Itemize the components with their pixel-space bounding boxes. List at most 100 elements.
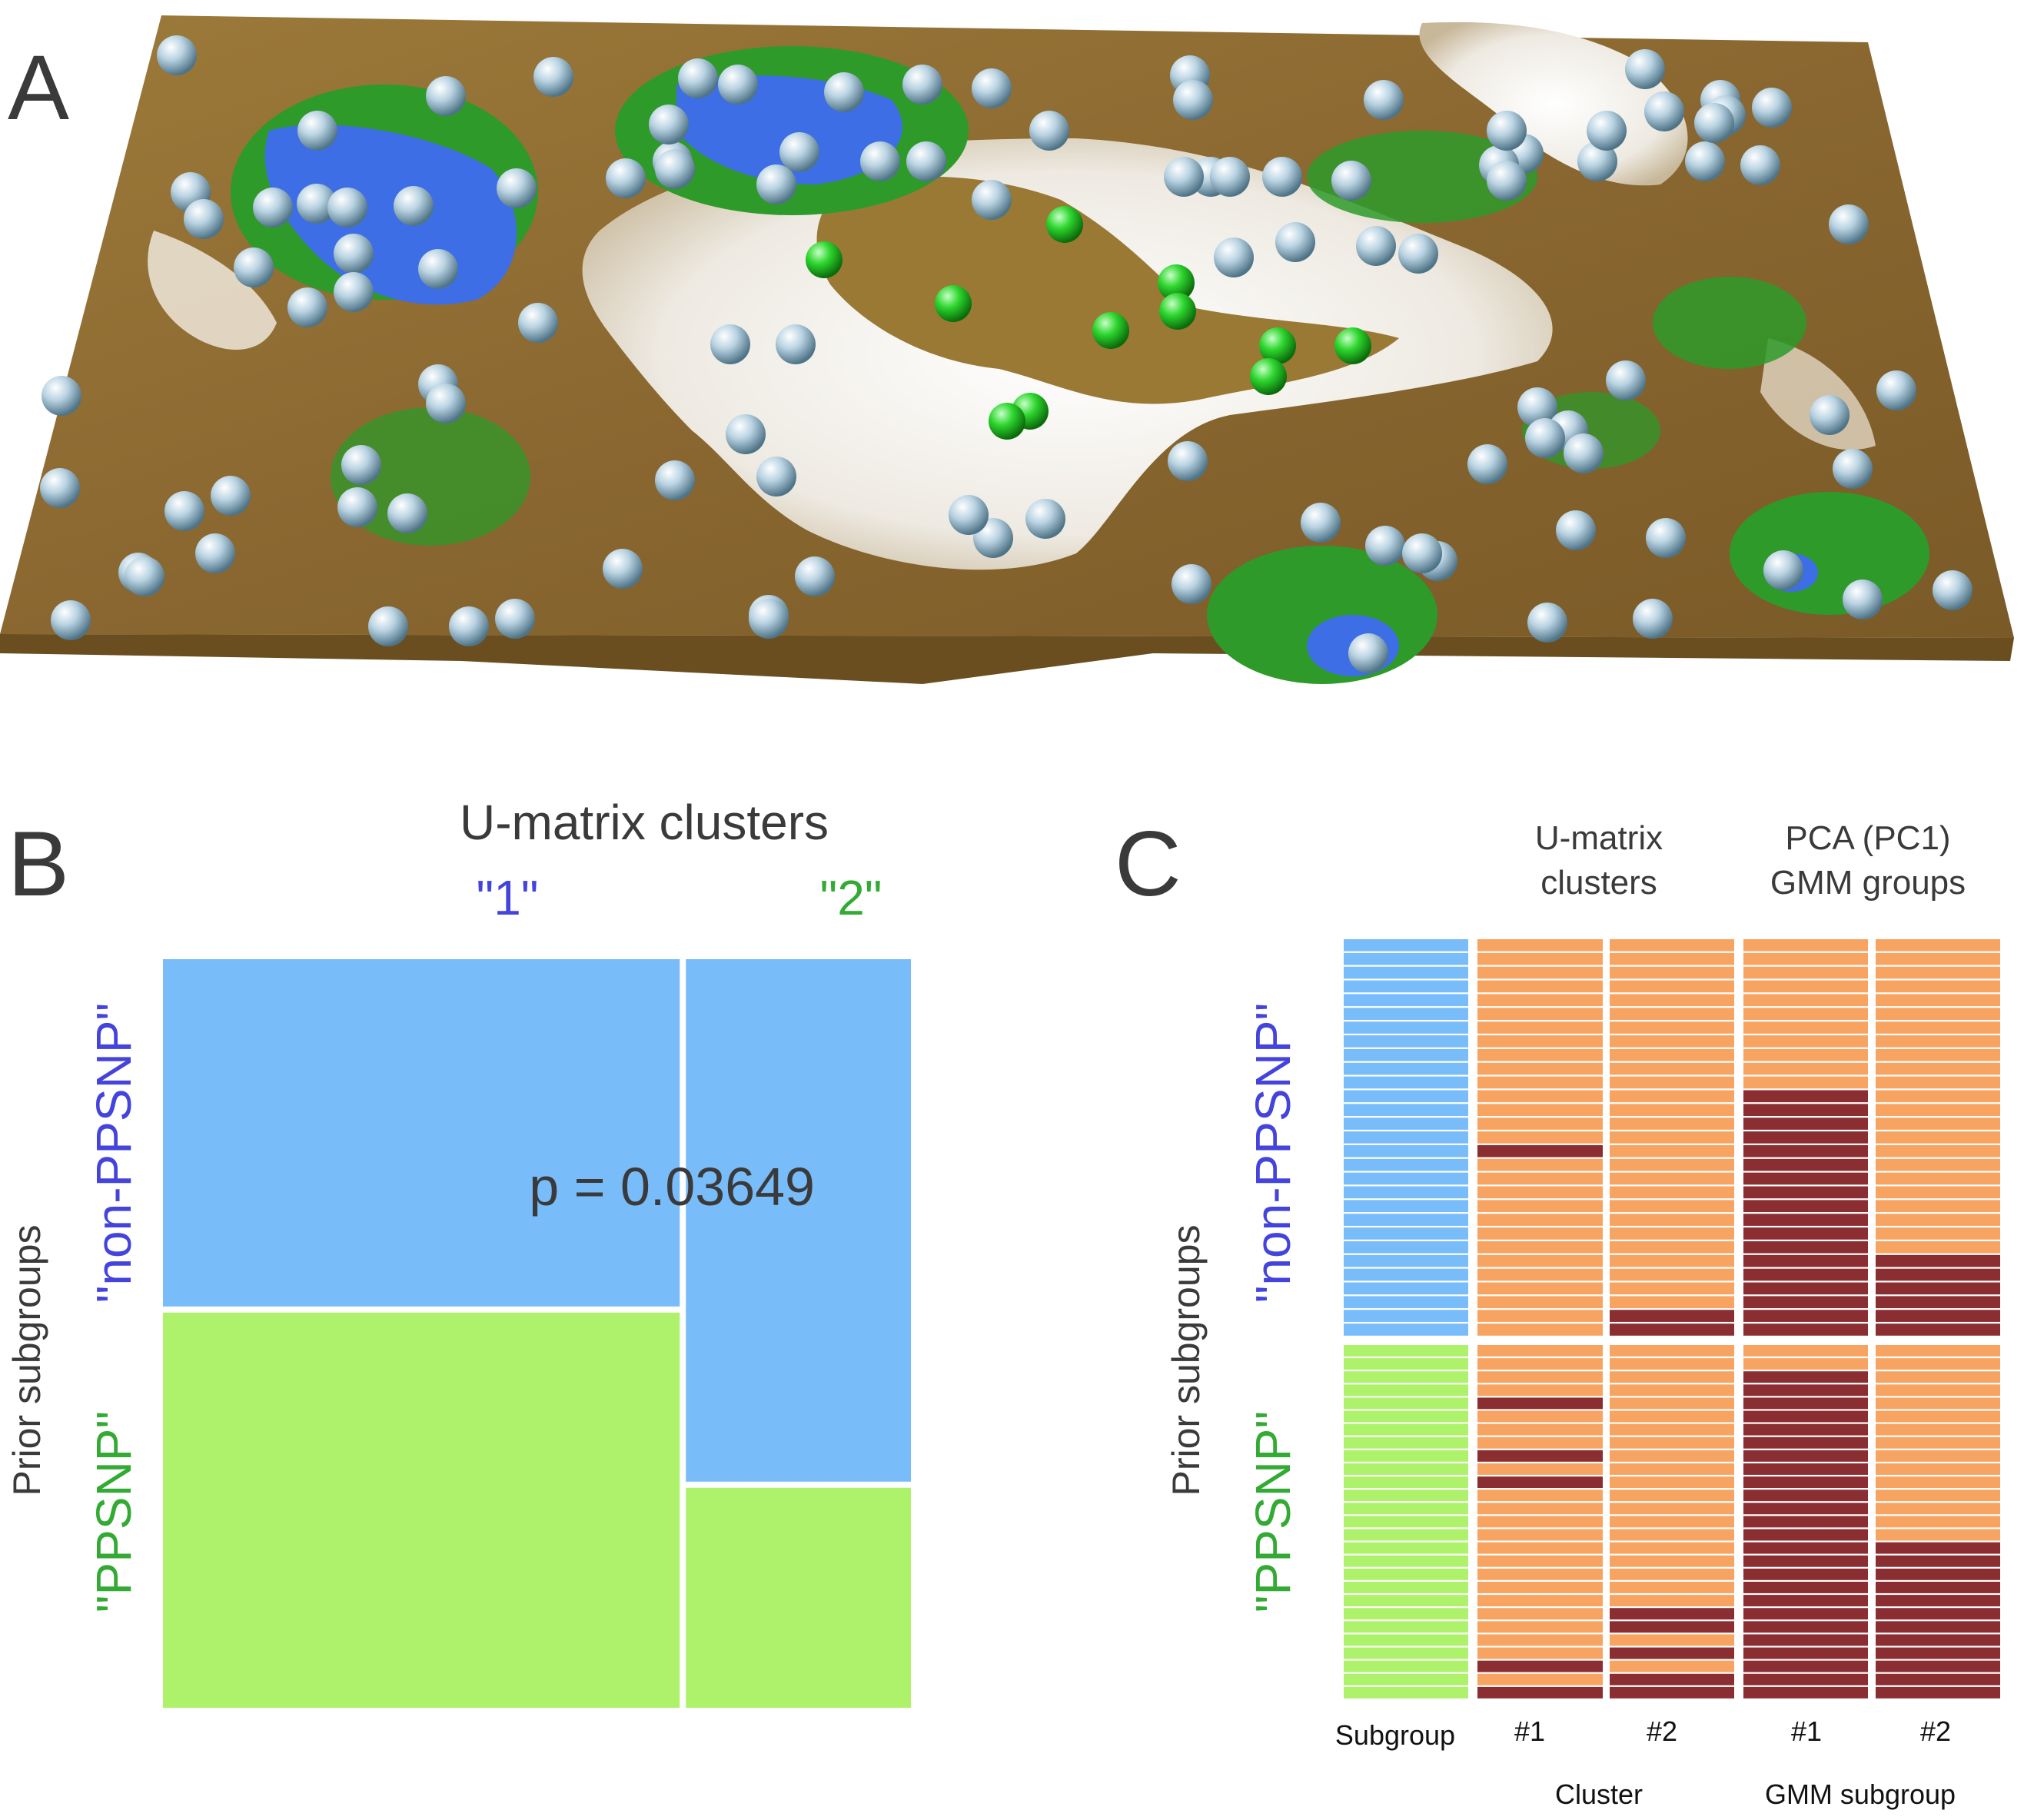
heat-cell-cluster2 bbox=[1610, 980, 1734, 993]
grey-sphere bbox=[497, 168, 537, 208]
heat-cell-gmm2 bbox=[1876, 1490, 2000, 1502]
heat-cell-cluster1 bbox=[1477, 1090, 1603, 1103]
grey-sphere bbox=[710, 324, 750, 364]
heat-cell-gmm1 bbox=[1743, 1062, 1868, 1075]
heat-cell-cluster1 bbox=[1477, 1608, 1603, 1620]
heat-cell-gmm2 bbox=[1876, 1035, 2000, 1048]
mosaic-tiles bbox=[163, 959, 911, 1708]
heat-cell-gmm2 bbox=[1876, 1476, 2000, 1489]
subgroup-cell bbox=[1344, 1410, 1468, 1423]
green-sphere bbox=[1334, 327, 1371, 364]
x-label-gmm-1: #1 bbox=[1791, 1715, 1822, 1747]
header-umatrix-line2: clusters bbox=[1540, 864, 1657, 902]
heat-cell-gmm1 bbox=[1743, 1608, 1868, 1620]
grey-sphere bbox=[426, 384, 466, 423]
grey-sphere bbox=[1843, 580, 1883, 619]
subgroup-cell bbox=[1344, 1397, 1468, 1410]
heat-cell-gmm1 bbox=[1743, 1021, 1868, 1034]
heat-cell-gmm2 bbox=[1876, 1634, 2000, 1646]
grey-sphere bbox=[678, 58, 718, 98]
group-label-cluster: Cluster bbox=[1555, 1778, 1643, 1810]
heat-cell-gmm1 bbox=[1743, 1397, 1868, 1410]
grey-sphere bbox=[1487, 161, 1527, 201]
heat-cell-cluster2 bbox=[1610, 1371, 1734, 1383]
subgroup-cell bbox=[1344, 1144, 1468, 1157]
heat-cell-cluster1 bbox=[1477, 1410, 1603, 1423]
heat-cell-gmm1 bbox=[1743, 1172, 1868, 1185]
heat-cell-cluster1 bbox=[1477, 1118, 1603, 1130]
grey-sphere bbox=[606, 158, 646, 198]
heat-cell-gmm2 bbox=[1876, 1062, 2000, 1075]
heat-cell-gmm2 bbox=[1876, 1595, 2000, 1607]
grey-sphere bbox=[1763, 550, 1803, 590]
heat-cell-cluster1 bbox=[1477, 1227, 1603, 1240]
heat-cell-gmm1 bbox=[1743, 1595, 1868, 1607]
grey-sphere bbox=[1365, 526, 1405, 566]
heat-cell-cluster1 bbox=[1477, 939, 1603, 952]
grey-sphere bbox=[387, 493, 427, 533]
heat-cell-gmm1 bbox=[1743, 1008, 1868, 1020]
heat-cell-cluster1 bbox=[1477, 1686, 1603, 1699]
green-sphere bbox=[806, 241, 843, 278]
heat-cell-cluster2 bbox=[1610, 1254, 1734, 1267]
heat-cell-cluster1 bbox=[1477, 980, 1603, 993]
grey-sphere bbox=[1467, 444, 1507, 484]
subgroup-cell bbox=[1344, 1634, 1468, 1646]
heat-cell-gmm2 bbox=[1876, 980, 2000, 993]
heat-cell-gmm2 bbox=[1876, 1186, 2000, 1199]
umatrix-landscape bbox=[0, 15, 2014, 684]
grey-sphere bbox=[1876, 370, 1916, 410]
heat-cell-cluster2 bbox=[1610, 1608, 1734, 1620]
grey-sphere bbox=[394, 186, 434, 226]
heat-cell-gmm2 bbox=[1876, 1214, 2000, 1226]
heat-cell-cluster2 bbox=[1610, 1200, 1734, 1213]
heat-cell-cluster2 bbox=[1610, 1660, 1734, 1672]
heat-cell-gmm2 bbox=[1876, 1172, 2000, 1185]
heat-cell-gmm1 bbox=[1743, 1104, 1868, 1117]
grey-sphere bbox=[341, 445, 381, 485]
heat-cell-cluster2 bbox=[1610, 1118, 1734, 1130]
heat-cell-cluster1 bbox=[1477, 1296, 1603, 1309]
heat-cell-cluster2 bbox=[1610, 1076, 1734, 1089]
subgroup-cell bbox=[1344, 1608, 1468, 1620]
heat-cell-gmm1 bbox=[1743, 1076, 1868, 1089]
subgroup-cell bbox=[1344, 1503, 1468, 1515]
heat-cell-gmm1 bbox=[1743, 1463, 1868, 1475]
heat-cell-cluster1 bbox=[1477, 1503, 1603, 1515]
heat-cell-cluster1 bbox=[1477, 1008, 1603, 1020]
subgroup-cell bbox=[1344, 1186, 1468, 1199]
heat-cell-cluster1 bbox=[1477, 1254, 1603, 1267]
subgroup-cell bbox=[1344, 994, 1468, 1007]
grey-sphere bbox=[1587, 111, 1627, 151]
heat-cell-gmm2 bbox=[1876, 1254, 2000, 1267]
heat-cell-gmm1 bbox=[1743, 1384, 1868, 1397]
heat-cell-cluster2 bbox=[1610, 1647, 1734, 1659]
heat-cell-gmm1 bbox=[1743, 1282, 1868, 1295]
subgroup-cell bbox=[1344, 1516, 1468, 1528]
heat-cell-cluster2 bbox=[1610, 1282, 1734, 1295]
subgroup-cell bbox=[1344, 1323, 1468, 1336]
heat-cell-cluster1 bbox=[1477, 1158, 1603, 1171]
grey-sphere bbox=[1644, 91, 1684, 131]
subgroup-cell bbox=[1344, 939, 1468, 952]
heat-cell-cluster1 bbox=[1477, 1186, 1603, 1199]
heat-cell-gmm2 bbox=[1876, 1240, 2000, 1254]
subgroup-cell bbox=[1344, 1529, 1468, 1541]
subgroup-cell bbox=[1344, 1310, 1468, 1322]
grey-sphere bbox=[1564, 433, 1604, 473]
heat-cell-gmm1 bbox=[1743, 966, 1868, 979]
heat-cell-cluster2 bbox=[1610, 1555, 1734, 1567]
heat-cell-gmm2 bbox=[1876, 994, 2000, 1007]
heat-cell-gmm1 bbox=[1743, 1090, 1868, 1103]
grey-sphere bbox=[1301, 503, 1341, 543]
grey-sphere bbox=[1398, 234, 1438, 274]
heat-cell-gmm2 bbox=[1876, 939, 2000, 952]
heat-cell-gmm1 bbox=[1743, 1621, 1868, 1633]
heat-cell-cluster1 bbox=[1477, 1673, 1603, 1685]
grey-sphere bbox=[1829, 204, 1869, 244]
mosaic-y-title: Prior subgroups bbox=[5, 1225, 48, 1496]
heat-cell-cluster1 bbox=[1477, 994, 1603, 1007]
heat-cell-gmm1 bbox=[1743, 1542, 1868, 1554]
grey-sphere bbox=[824, 72, 864, 112]
grey-sphere bbox=[1752, 88, 1792, 128]
